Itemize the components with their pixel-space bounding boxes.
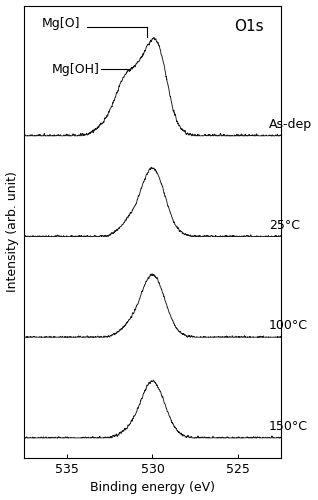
Text: 150°C: 150°C	[269, 420, 308, 433]
Text: Mg[O]: Mg[O]	[42, 16, 80, 30]
Text: As-dep: As-dep	[269, 118, 312, 131]
Text: O1s: O1s	[234, 18, 264, 34]
X-axis label: Binding energy (eV): Binding energy (eV)	[90, 482, 215, 494]
Y-axis label: Intensity (arb. unit): Intensity (arb. unit)	[5, 172, 18, 292]
Text: 25°C: 25°C	[269, 218, 300, 232]
Text: 100°C: 100°C	[269, 320, 308, 332]
Text: Mg[OH]: Mg[OH]	[52, 63, 100, 76]
